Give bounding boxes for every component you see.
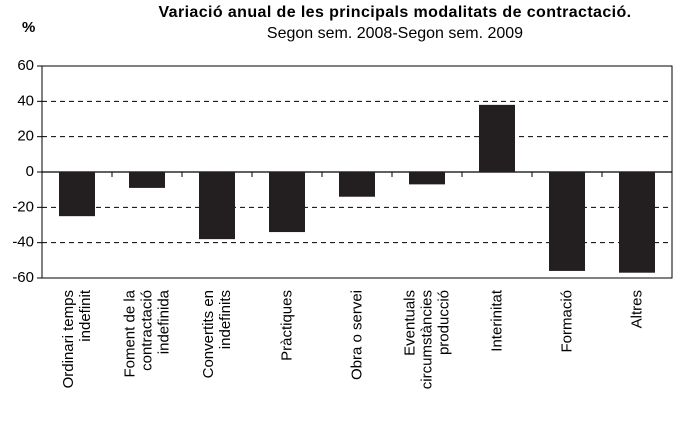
bar <box>269 172 305 233</box>
y-tick-label: -40 <box>12 234 34 251</box>
title-block: Variació anual de les principals modalit… <box>150 2 640 44</box>
chart-subtitle: Segon sem. 2008-Segon sem. 2009 <box>266 25 524 42</box>
x-tick-label: Formació <box>558 290 576 353</box>
y-axis-label: % <box>22 19 35 36</box>
x-tick-label: Eventuals circumstàncies producció <box>401 290 453 390</box>
bar <box>549 172 585 271</box>
x-tick-label: Pràctiques <box>278 290 296 361</box>
y-tick-label: 40 <box>17 92 34 109</box>
bar <box>129 172 165 188</box>
x-tick-label: Obra o servei <box>348 290 366 381</box>
x-tick-label: Interinitat <box>488 290 506 352</box>
bar <box>619 172 655 273</box>
y-tick-label: -60 <box>12 269 34 286</box>
x-tick-label: Convertits en indefinits <box>200 290 234 379</box>
y-tick-label: 60 <box>17 57 34 74</box>
bar <box>479 104 515 172</box>
x-tick-label: Foment de la contractació indefinida <box>121 290 173 378</box>
x-tick-label: Ordinari temps indefinit <box>60 290 94 389</box>
y-tick-label: 0 <box>26 163 34 180</box>
bar <box>59 172 95 217</box>
y-tick-label: 20 <box>17 128 34 145</box>
y-tick-label: -20 <box>12 198 34 215</box>
bar <box>199 172 235 240</box>
x-tick-label: Altres <box>628 290 646 329</box>
chart-title: Variació anual de les principals modalit… <box>158 4 632 21</box>
bar <box>409 172 445 185</box>
bar <box>339 172 375 197</box>
